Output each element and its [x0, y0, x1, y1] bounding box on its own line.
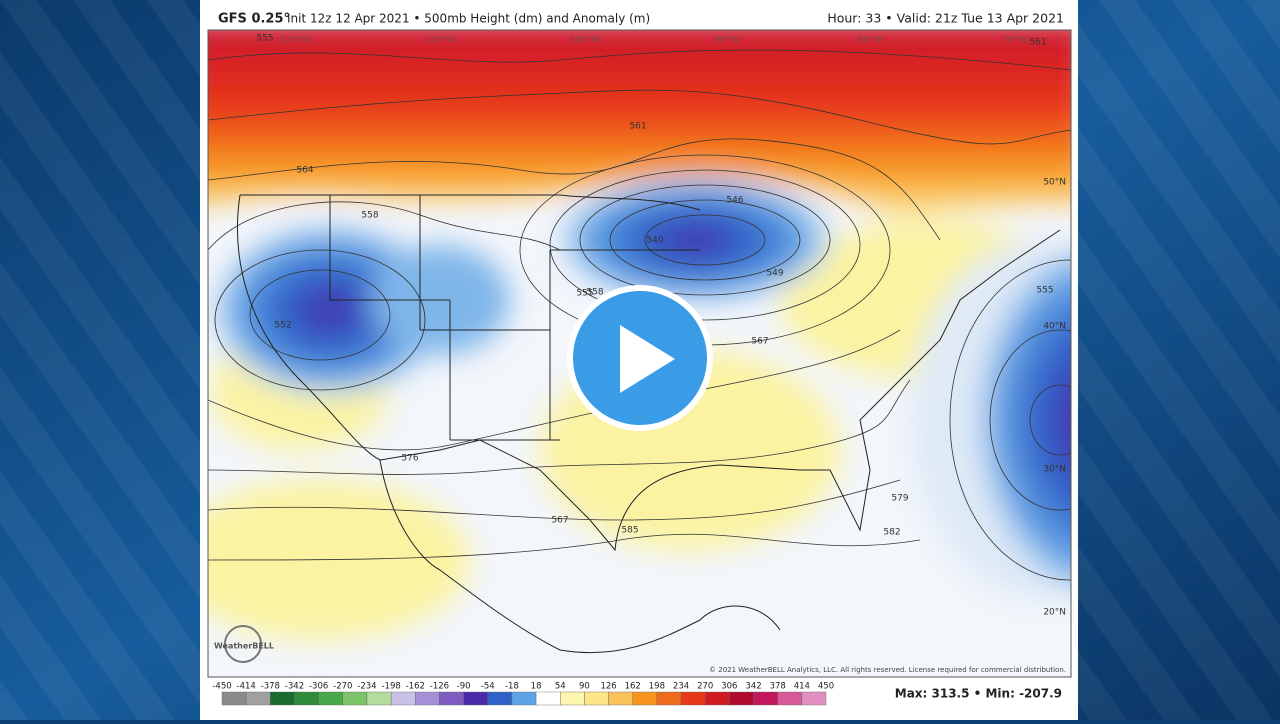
- colorbar-swatch: [245, 691, 271, 706]
- contour-label: 561: [1029, 38, 1046, 48]
- model-subtitle: Init 12z 12 Apr 2021 • 500mb Height (dm)…: [287, 12, 650, 26]
- colorbar-tick: -414: [237, 682, 256, 692]
- max-min: Max: 313.5 • Min: -207.9: [895, 687, 1062, 701]
- colorbar-tick: -270: [333, 682, 352, 692]
- contour-label: 558: [586, 288, 603, 298]
- lat-label: 50°N: [1043, 178, 1066, 188]
- colorbar-tick: -90: [457, 682, 471, 692]
- colorbar-swatch: [705, 691, 730, 706]
- lon-label: 90°W: [715, 36, 740, 46]
- lat-label: 30°N: [1043, 465, 1066, 475]
- lon-label: 110°W: [425, 36, 456, 46]
- map-labels: 5555585615645675555405465495525585675765…: [214, 34, 1066, 675]
- map-frame: [207, 29, 1072, 678]
- colorbar-swatch: [487, 691, 513, 706]
- colorbar-swatch: [777, 691, 803, 706]
- colorbar-swatch: [439, 691, 464, 706]
- lon-label: 120°W: [280, 36, 311, 46]
- colorbar-tick: -54: [481, 682, 495, 692]
- lat-label: 40°N: [1043, 322, 1066, 332]
- colorbar-tick: 306: [721, 682, 737, 692]
- colorbar-swatch: [318, 691, 344, 706]
- colorbar-tick: 378: [770, 682, 786, 692]
- logo-mark: [224, 625, 262, 663]
- colorbar-tick: -306: [309, 682, 328, 692]
- contour-label: 552: [274, 321, 291, 331]
- colorbar-tick: -378: [261, 682, 280, 692]
- colorbar-tick: 270: [697, 682, 713, 692]
- colorbar-swatch: [753, 691, 778, 706]
- colorbar-tick: 342: [745, 682, 761, 692]
- colorbar-tick: -234: [357, 682, 376, 692]
- colorbar-tick: 54: [555, 682, 566, 692]
- colorbar-tick: 162: [625, 682, 641, 692]
- colorbar-swatch: [463, 691, 488, 706]
- contour-label: 555: [256, 34, 273, 44]
- lon-label: 80°W: [858, 36, 883, 46]
- contour-label: 576: [401, 454, 418, 464]
- contour-label: 579: [891, 494, 908, 504]
- colorbar-swatch: [656, 691, 682, 706]
- colorbar-swatch: [511, 691, 537, 706]
- play-icon[interactable]: [620, 325, 675, 393]
- colorbar-tick: -18: [505, 682, 519, 692]
- colorbar-swatch: [560, 691, 585, 706]
- copyright: © 2021 WeatherBELL Analytics, LLC. All r…: [709, 666, 1066, 674]
- colorbar-swatch: [342, 691, 368, 706]
- logo: WeatherBELL: [214, 642, 274, 651]
- height-contours: [208, 49, 1071, 581]
- play-button[interactable]: [567, 285, 713, 431]
- anomaly-fill: [208, 30, 1071, 640]
- map: [208, 30, 1071, 677]
- colorbar-swatch: [415, 691, 440, 706]
- colorbar-tick: -450: [212, 682, 231, 692]
- contour-label: 567: [551, 516, 568, 526]
- colorbar-tick: 198: [649, 682, 665, 692]
- colorbar: -450 -414 -378 -342 -306 -270 -234 -198 -162 -126…: [212, 682, 834, 706]
- colorbar-swatch: [608, 691, 633, 706]
- colorbar-tick: 450: [818, 682, 834, 692]
- colorbar-swatch: [294, 691, 319, 706]
- colorbar-tick: -342: [285, 682, 304, 692]
- colorbar-swatch: [390, 691, 416, 706]
- contour-label: 567: [751, 337, 768, 347]
- colorbar-swatch: [221, 691, 247, 706]
- contour-label: 558: [361, 211, 378, 221]
- contour-label: 546: [726, 196, 743, 206]
- contour-label: 561: [629, 122, 646, 132]
- colorbar-swatch: [632, 691, 658, 706]
- model-title: GFS 0.25°: [218, 12, 290, 27]
- colorbar-swatch: [584, 691, 609, 706]
- lat-label: 20°N: [1043, 608, 1066, 618]
- colorbar-swatch: [801, 691, 827, 706]
- colorbar-tick: -198: [381, 682, 400, 692]
- colorbar-tick: -162: [406, 682, 425, 692]
- boundaries: [237, 194, 1061, 654]
- contour-label: 585: [621, 526, 638, 536]
- contour-label: 555: [1036, 286, 1053, 296]
- colorbar-tick: 90: [579, 682, 590, 692]
- contour-label: 540: [646, 236, 663, 246]
- valid-time: Hour: 33 • Valid: 21z Tue 13 Apr 2021: [827, 11, 1064, 26]
- colorbar-tick: 414: [794, 682, 810, 692]
- contour-label: 582: [883, 528, 900, 538]
- colorbar-tick: 18: [531, 682, 542, 692]
- contour-label: 564: [296, 166, 313, 176]
- contour-label: 549: [766, 269, 783, 279]
- colorbar-swatch: [680, 691, 706, 706]
- colorbar-tick: -126: [430, 682, 449, 692]
- colorbar-swatch: [366, 691, 392, 706]
- colorbar-swatch: [270, 691, 295, 706]
- colorbar-tick: 234: [673, 682, 689, 692]
- lon-label: 70°W: [1003, 36, 1028, 46]
- lon-label: 100°W: [570, 36, 601, 46]
- contour-label: 555: [576, 289, 593, 299]
- colorbar-tick: 126: [600, 682, 616, 692]
- colorbar-swatch: [535, 691, 561, 706]
- colorbar-swatch: [729, 691, 754, 706]
